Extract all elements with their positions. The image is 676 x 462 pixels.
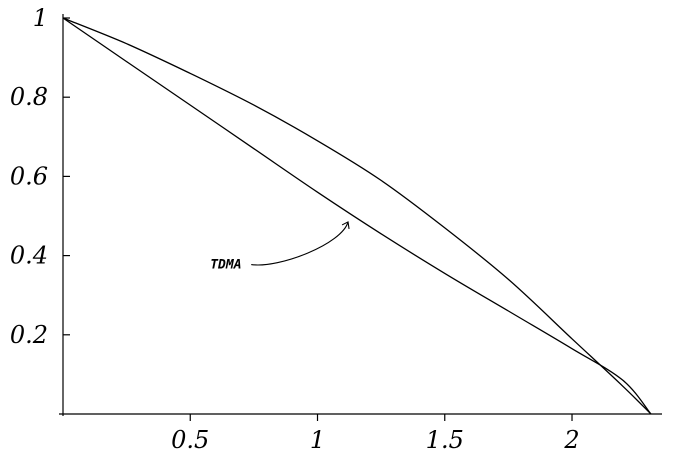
axes xyxy=(59,14,662,416)
ticks-layer: 0.5 1 1.5 2 0.2 0.4 0.6 0.8 1 xyxy=(10,4,580,454)
y-tick-label: 0.6 xyxy=(10,162,48,190)
y-tick-label: 0.4 xyxy=(10,242,48,270)
x-tick-label: 1.5 xyxy=(426,426,464,454)
annotation-label: TDMA xyxy=(210,258,241,273)
annotation-arrow xyxy=(251,221,349,266)
y-tick-label: 1 xyxy=(33,4,48,32)
annotation-layer: TDMA xyxy=(210,221,350,273)
x-tick-label: 2 xyxy=(563,426,579,454)
y-tick-label: 0.2 xyxy=(10,321,48,349)
series-layer xyxy=(62,17,652,415)
series-line-2 xyxy=(62,17,652,415)
annotation-arrowhead xyxy=(341,221,350,230)
x-tick-label: 1 xyxy=(310,426,325,454)
series-line-1 xyxy=(62,17,652,415)
x-tick-label: 0.5 xyxy=(171,426,209,454)
y-tick-label: 0.8 xyxy=(10,83,48,111)
